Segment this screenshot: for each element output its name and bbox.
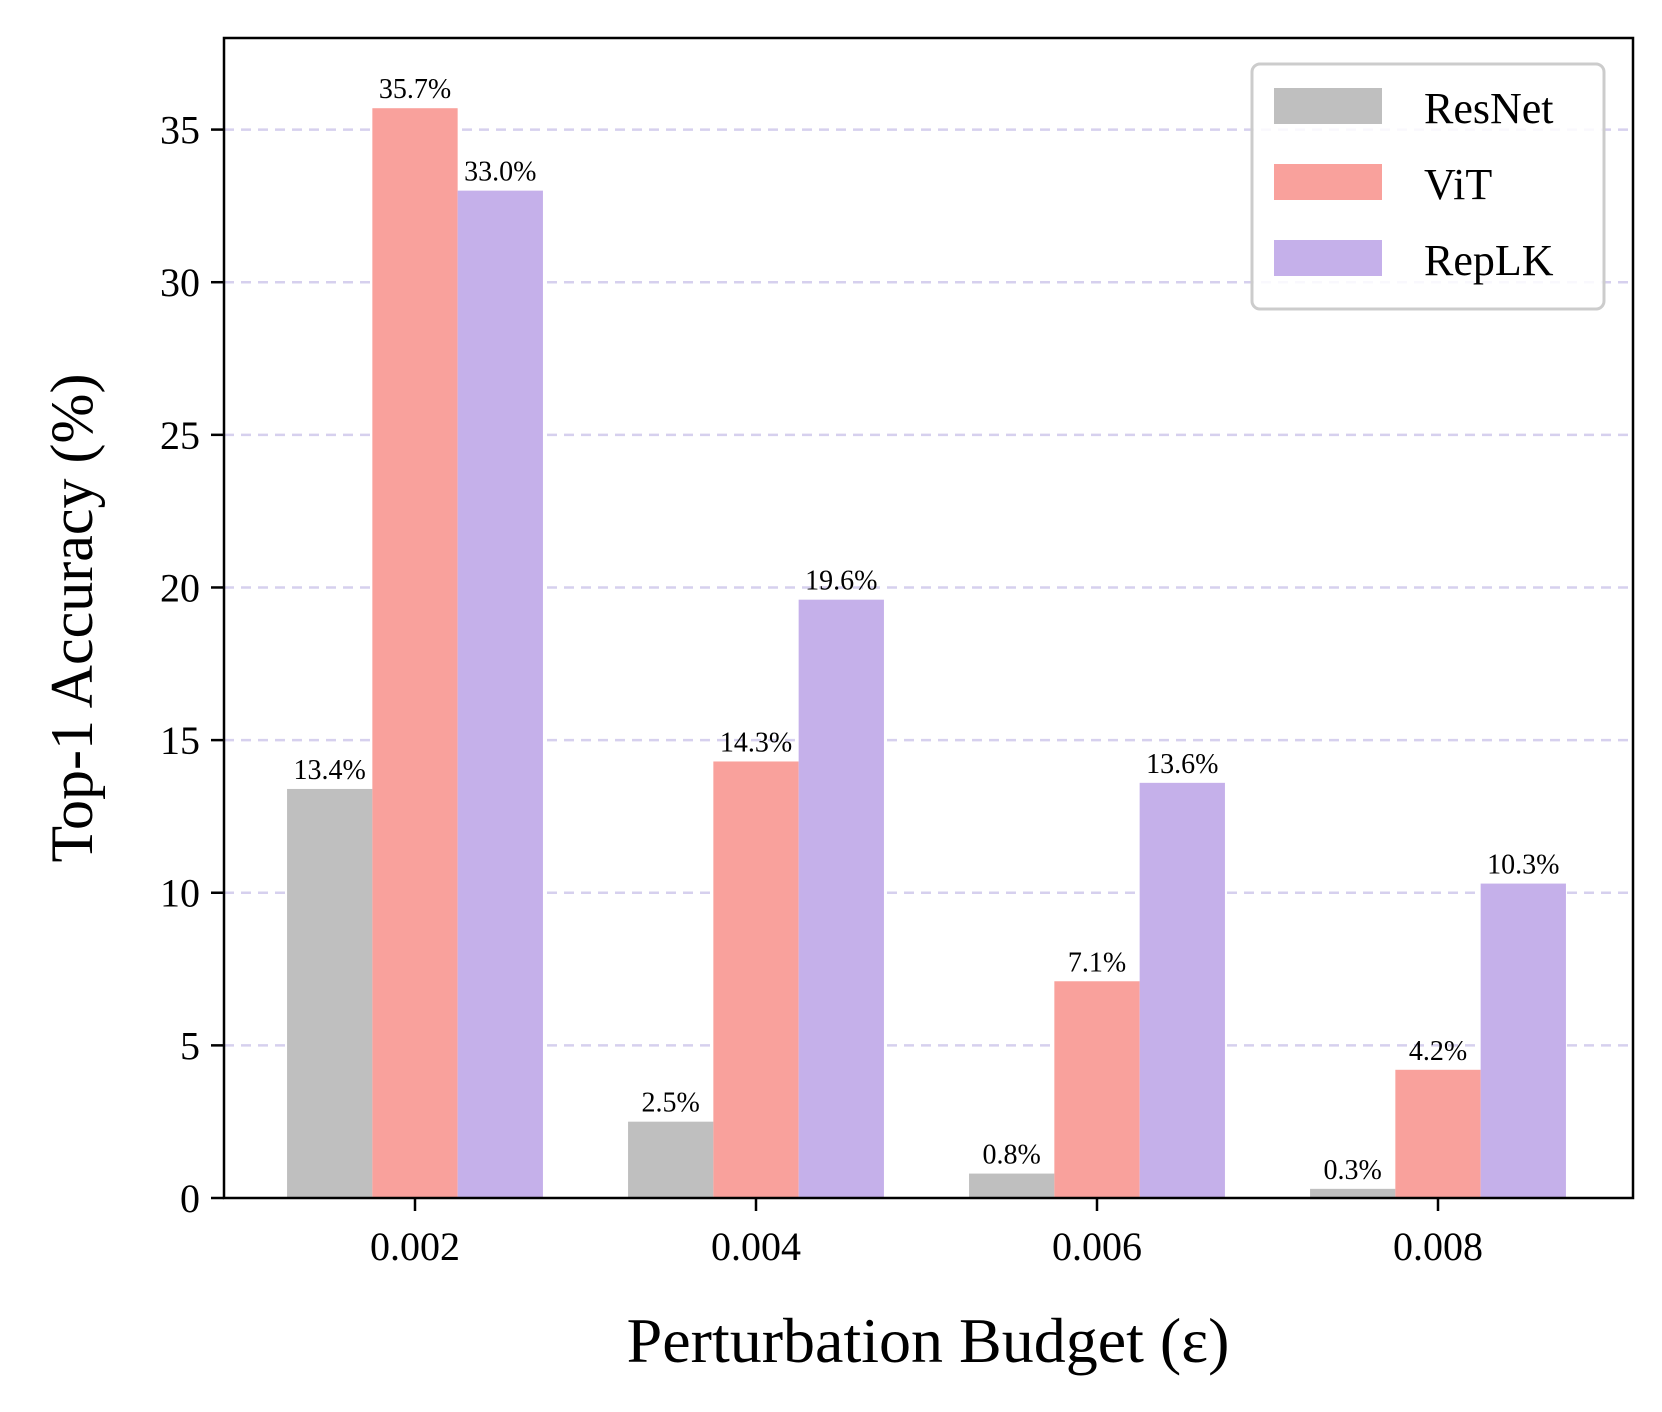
x-tick-label: 0.004 bbox=[711, 1224, 801, 1269]
x-tick-label: 0.006 bbox=[1052, 1224, 1142, 1269]
data-label-vit-0.004: 14.3% bbox=[720, 727, 792, 758]
y-tick-label: 0 bbox=[180, 1176, 200, 1221]
bar-vit-0.004 bbox=[713, 761, 799, 1198]
axis-ticks: 0 5 10 15 20 25 30 35 0.002 0.004 0.006 0.008 bbox=[160, 108, 1483, 1269]
bar-vit-0.002 bbox=[372, 108, 458, 1198]
plot-frame bbox=[222, 36, 1635, 1200]
y-tick-label: 30 bbox=[160, 260, 200, 305]
x-axis-title: Perturbation Budget (ε) bbox=[627, 1305, 1230, 1376]
data-label-replk-0.004: 19.6% bbox=[805, 566, 877, 597]
data-label-resnet-0.008: 0.3% bbox=[1324, 1155, 1382, 1186]
data-label-replk-0.002: 33.0% bbox=[464, 157, 536, 188]
bar-replk-0.004 bbox=[798, 599, 884, 1198]
data-label-resnet-0.006: 0.8% bbox=[983, 1140, 1041, 1171]
legend-swatch-replk bbox=[1274, 240, 1382, 276]
bar-vit-0.006 bbox=[1054, 981, 1140, 1198]
y-tick-label: 35 bbox=[160, 108, 200, 153]
data-label-resnet-0.004: 2.5% bbox=[642, 1088, 700, 1119]
x-tick-label: 0.008 bbox=[1393, 1224, 1483, 1269]
data-label-vit-0.002: 35.7% bbox=[379, 74, 451, 105]
y-tick-label: 25 bbox=[160, 413, 200, 458]
bar-resnet-0.002 bbox=[287, 788, 373, 1198]
bars bbox=[287, 108, 1566, 1198]
data-label-resnet-0.002: 13.4% bbox=[294, 755, 366, 786]
legend-label-replk: RepLK bbox=[1424, 236, 1554, 285]
bar-resnet-0.004 bbox=[628, 1121, 714, 1198]
bar-replk-0.006 bbox=[1139, 782, 1225, 1198]
legend-swatch-vit bbox=[1274, 164, 1382, 200]
data-label-replk-0.008: 10.3% bbox=[1487, 850, 1559, 881]
legend-swatch-resnet bbox=[1274, 88, 1382, 124]
legend-label-vit: ViT bbox=[1424, 160, 1492, 209]
y-tick-label: 10 bbox=[160, 871, 200, 916]
legend: ResNet ViT RepLK bbox=[1250, 62, 1606, 311]
x-tick-label: 0.002 bbox=[370, 1224, 460, 1269]
bar-resnet-0.008 bbox=[1310, 1188, 1396, 1198]
y-axis-title: Top-1 Accuracy (%) bbox=[39, 374, 105, 863]
data-label-vit-0.008: 4.2% bbox=[1409, 1036, 1467, 1067]
legend-label-resnet: ResNet bbox=[1424, 84, 1554, 133]
data-label-replk-0.006: 13.6% bbox=[1146, 749, 1218, 780]
y-tick-label: 15 bbox=[160, 718, 200, 763]
y-tick-label: 5 bbox=[180, 1023, 200, 1068]
bar-replk-0.008 bbox=[1480, 883, 1566, 1198]
data-label-vit-0.006: 7.1% bbox=[1068, 947, 1126, 978]
y-tick-label: 20 bbox=[160, 565, 200, 610]
bar-replk-0.002 bbox=[457, 190, 543, 1198]
bar-vit-0.008 bbox=[1395, 1069, 1481, 1198]
bar-resnet-0.006 bbox=[969, 1173, 1055, 1198]
data-labels: 13.4% 2.5% 0.8% 0.3% 35.7% 14.3% 7.1% 4.2% 33.0%… bbox=[294, 74, 1560, 1186]
